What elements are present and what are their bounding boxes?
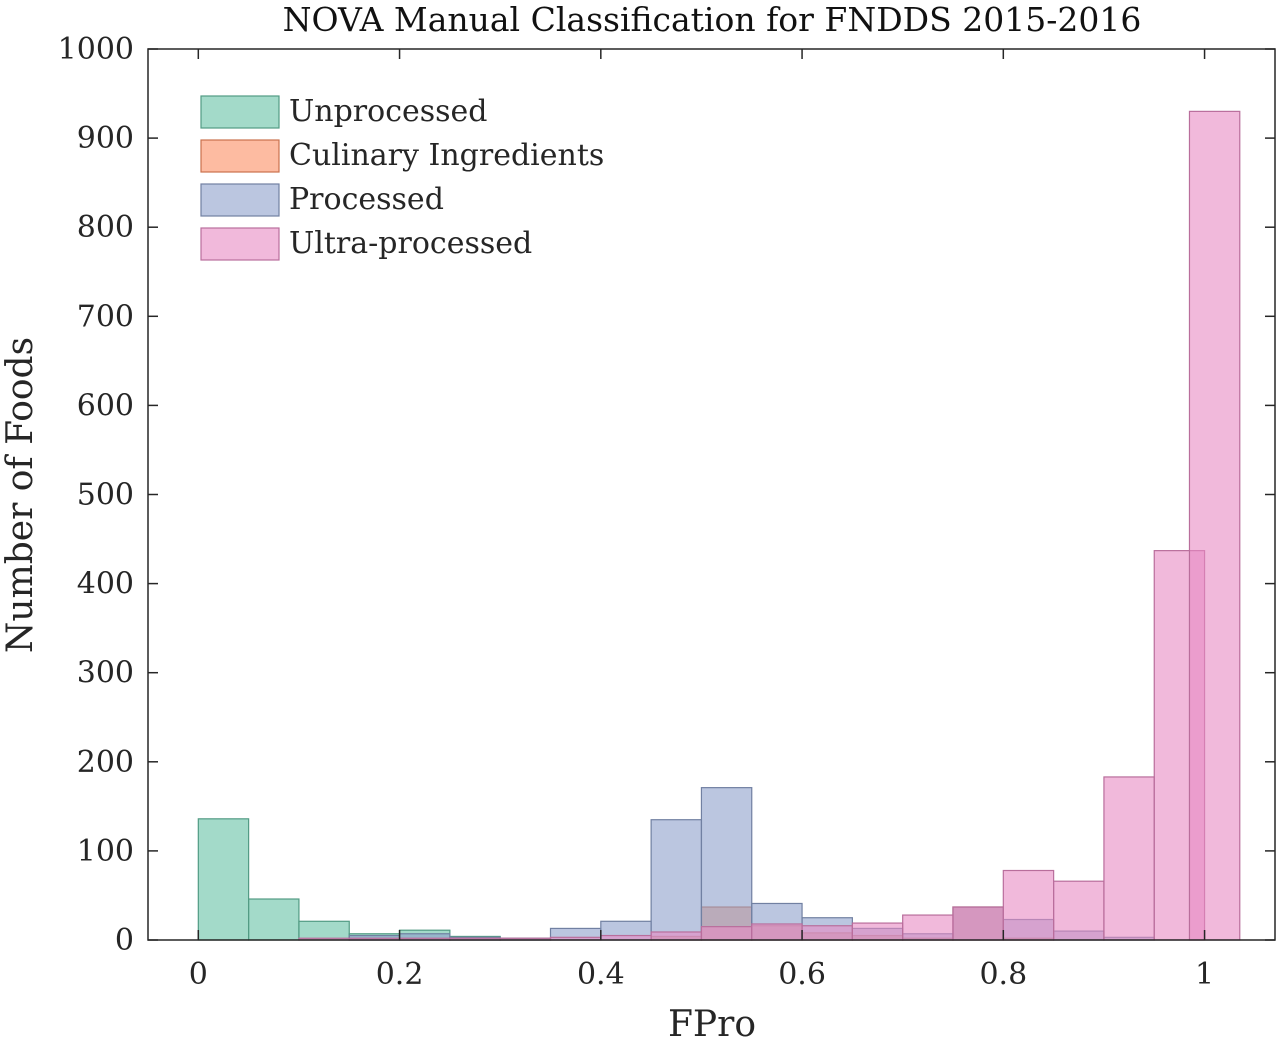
legend-label-unprocessed: Unprocessed: [289, 94, 488, 129]
y-tick-label-9: 900: [77, 121, 134, 156]
bar-processed-6: [650, 819, 703, 941]
y-tick-label-1: 100: [77, 834, 134, 869]
x-tick-label-4: 0.8: [979, 957, 1027, 992]
legend: Unprocessed Culinary Ingredients Processed…: [200, 94, 604, 261]
y-tick-label-10: 1000: [58, 32, 134, 67]
legend-label-processed: Processed: [289, 182, 444, 217]
x-tick-label-1: 0.2: [376, 957, 424, 992]
bars-layer: [197, 110, 1241, 941]
y-tick-label-5: 500: [77, 478, 134, 513]
x-tick-label-3: 0.6: [778, 957, 826, 992]
bar-ultra-processed-16: [1103, 776, 1155, 941]
bar-unprocessed-2: [298, 920, 350, 941]
bar-ultra-processed-7: [650, 931, 703, 941]
ticks-layer: 0 0.2 0.4 0.6 0.8 1 0 100 200 300 400 500 600 700 800 9…: [58, 32, 1275, 992]
chart-title: NOVA Manual Classification for FNDDS 201…: [283, 0, 1142, 39]
bar-ultra-processed-10: [801, 925, 853, 941]
y-tick-label-3: 300: [77, 656, 134, 691]
bar-ultra-processed-9: [751, 923, 803, 941]
bar-ultra-processed-18: [1188, 110, 1241, 941]
bar-ultra-processed-13: [952, 906, 1004, 941]
bar-ultra-processed-12: [902, 914, 954, 941]
legend-swatch-ultra-processed: [200, 227, 280, 261]
y-tick-label-6: 600: [77, 388, 134, 423]
legend-label-ultra-processed: Ultra-processed: [289, 226, 532, 261]
bar-unprocessed-0: [197, 818, 250, 941]
bar-ultra-processed-15: [1053, 880, 1105, 941]
bar-unprocessed-1: [248, 898, 300, 941]
bar-ultra-processed-11: [851, 922, 904, 941]
y-tick-label-2: 200: [77, 745, 134, 780]
y-axis-label: Number of Foods: [0, 337, 41, 653]
y-tick-label-4: 400: [77, 567, 134, 602]
legend-swatch-processed: [200, 183, 280, 217]
y-tick-label-0: 0: [115, 923, 134, 958]
x-tick-label-5: 1: [1195, 957, 1214, 992]
legend-label-culinary-ingredients: Culinary Ingredients: [289, 138, 604, 173]
bar-processed-7: [700, 787, 753, 941]
bar-ultra-processed-14: [1002, 869, 1055, 941]
x-tick-label-2: 0.4: [577, 957, 625, 992]
x-tick-label-0: 0: [189, 957, 208, 992]
y-tick-label-8: 800: [77, 210, 134, 245]
y-tick-label-7: 700: [77, 299, 134, 334]
x-axis-label: FPro: [668, 1004, 756, 1042]
legend-swatch-unprocessed: [200, 95, 280, 129]
legend-swatch-culinary-ingredients: [200, 139, 280, 173]
bar-ultra-processed-8: [700, 926, 753, 941]
